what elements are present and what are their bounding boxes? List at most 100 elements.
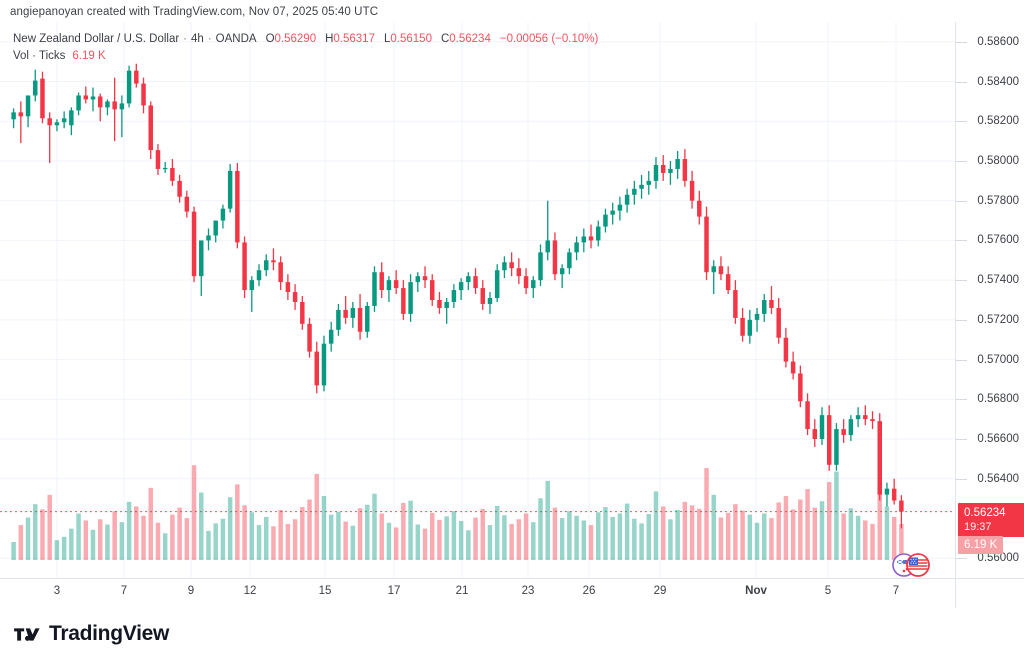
legend-high-label: H	[325, 33, 334, 45]
volume-bar	[848, 508, 854, 560]
volume-bar	[682, 501, 688, 560]
candle-body	[451, 290, 457, 302]
candle-body	[126, 70, 132, 104]
volume-bar	[76, 513, 81, 560]
volume-bar	[256, 525, 262, 560]
chart-gridlines	[0, 41, 955, 559]
candle-body	[112, 101, 117, 110]
watermark-text: angiepanoyan created with TradingView.co…	[10, 6, 379, 18]
volume-bar	[473, 517, 478, 560]
candle-body	[54, 122, 60, 126]
candle-body	[747, 319, 753, 336]
candle-body	[877, 421, 882, 495]
price-tick-label: 0.57200	[977, 313, 1019, 326]
price-tick-dash	[956, 41, 967, 43]
volume-bar	[278, 509, 283, 560]
volume-bar	[437, 519, 442, 560]
volume-bar	[191, 465, 197, 560]
candle-body	[206, 235, 211, 241]
volume-bar	[776, 502, 781, 560]
volume-bar	[603, 507, 608, 560]
price-tick-label: 0.57000	[977, 353, 1019, 366]
candle-body	[357, 307, 363, 332]
candle-body	[177, 180, 182, 197]
volume-bar	[134, 506, 139, 560]
candle-body	[891, 488, 897, 501]
price-tick-label: 0.58400	[977, 75, 1019, 88]
candle-body	[365, 305, 370, 332]
legend-symbol[interactable]: New Zealand Dollar / U.S. Dollar	[13, 33, 180, 45]
candle-body	[328, 329, 334, 344]
candle-body	[343, 309, 348, 318]
time-axis-corner	[955, 578, 1024, 608]
candle-body	[733, 290, 738, 318]
volume-bar	[819, 501, 825, 560]
time-tick-label: 23	[521, 585, 535, 597]
candle-body	[740, 317, 745, 336]
volume-bar	[458, 521, 464, 560]
candle-body	[870, 419, 875, 422]
chart-plot-area[interactable]	[0, 22, 955, 578]
volume-bar	[430, 512, 435, 560]
candle-body	[805, 401, 810, 430]
volume-bar	[365, 504, 370, 560]
volume-bar	[891, 516, 897, 560]
legend-change: −0.00056 (−0.10%)	[499, 33, 599, 45]
volume-bar	[841, 513, 846, 560]
candle-body	[134, 70, 139, 84]
legend-interval[interactable]: 4h	[191, 33, 204, 45]
candle-body	[141, 83, 146, 106]
candle-body	[473, 276, 478, 289]
volume-bar	[350, 525, 356, 560]
candle-body	[704, 216, 709, 273]
volume-bar	[545, 480, 550, 560]
candle-body	[538, 252, 543, 281]
legend-exchange: OANDA	[215, 33, 257, 45]
candle-body	[379, 272, 384, 291]
legend-dot-2: ·	[207, 33, 212, 45]
candle-body	[502, 262, 507, 271]
candle-body	[47, 118, 52, 126]
volume-bar	[834, 471, 839, 560]
volume-bar	[574, 515, 579, 560]
volume-bar	[285, 523, 291, 560]
volume-bar	[660, 506, 666, 560]
candle-body	[884, 488, 890, 495]
volume-bar	[762, 513, 767, 560]
volume-bar	[668, 519, 673, 560]
candle-body	[812, 429, 818, 439]
time-tick-label: 26	[582, 585, 596, 597]
volume-bar	[863, 520, 868, 560]
current-volume-badge[interactable]: 6.19 K	[958, 535, 1004, 554]
volume-bar	[509, 523, 514, 560]
candle-body	[184, 196, 190, 212]
current-price-badge[interactable]: 0.56234 19:37	[958, 502, 1024, 537]
price-axis[interactable]: 0.58600 0.58400 0.58200 0.58000 0.57800 0.576…	[955, 22, 1024, 578]
candle-body	[25, 95, 31, 117]
time-axis[interactable]: 3 7 9 12 15 17 21 23 26 29 Nov 5 7	[0, 578, 955, 609]
legend-row-volume: Vol · Ticks 6.19 K	[13, 48, 598, 65]
candle-body	[494, 270, 500, 299]
volume-bar	[90, 529, 96, 560]
candle-body	[682, 159, 688, 181]
candle-body	[170, 167, 175, 181]
volume-bar	[213, 523, 218, 560]
volume-bar	[812, 507, 818, 560]
legend-high-value: 0.56317	[333, 33, 375, 45]
time-tick-label: 21	[455, 585, 469, 597]
time-tick-label: 7	[892, 585, 900, 597]
volume-bar	[199, 492, 204, 560]
volume-bar	[826, 482, 832, 560]
candle-body	[610, 210, 615, 215]
candle-body	[105, 101, 110, 108]
volume-bar	[653, 491, 659, 560]
candle-body	[336, 309, 341, 330]
price-tick-dash	[956, 478, 967, 480]
legend-volume-label[interactable]: Vol · Ticks	[13, 50, 66, 62]
candle-body	[97, 96, 103, 108]
volume-bar	[494, 505, 500, 560]
candle-body	[415, 276, 421, 283]
volume-bar	[451, 511, 457, 560]
volume-bar	[61, 536, 67, 560]
candle-body	[899, 500, 904, 512]
